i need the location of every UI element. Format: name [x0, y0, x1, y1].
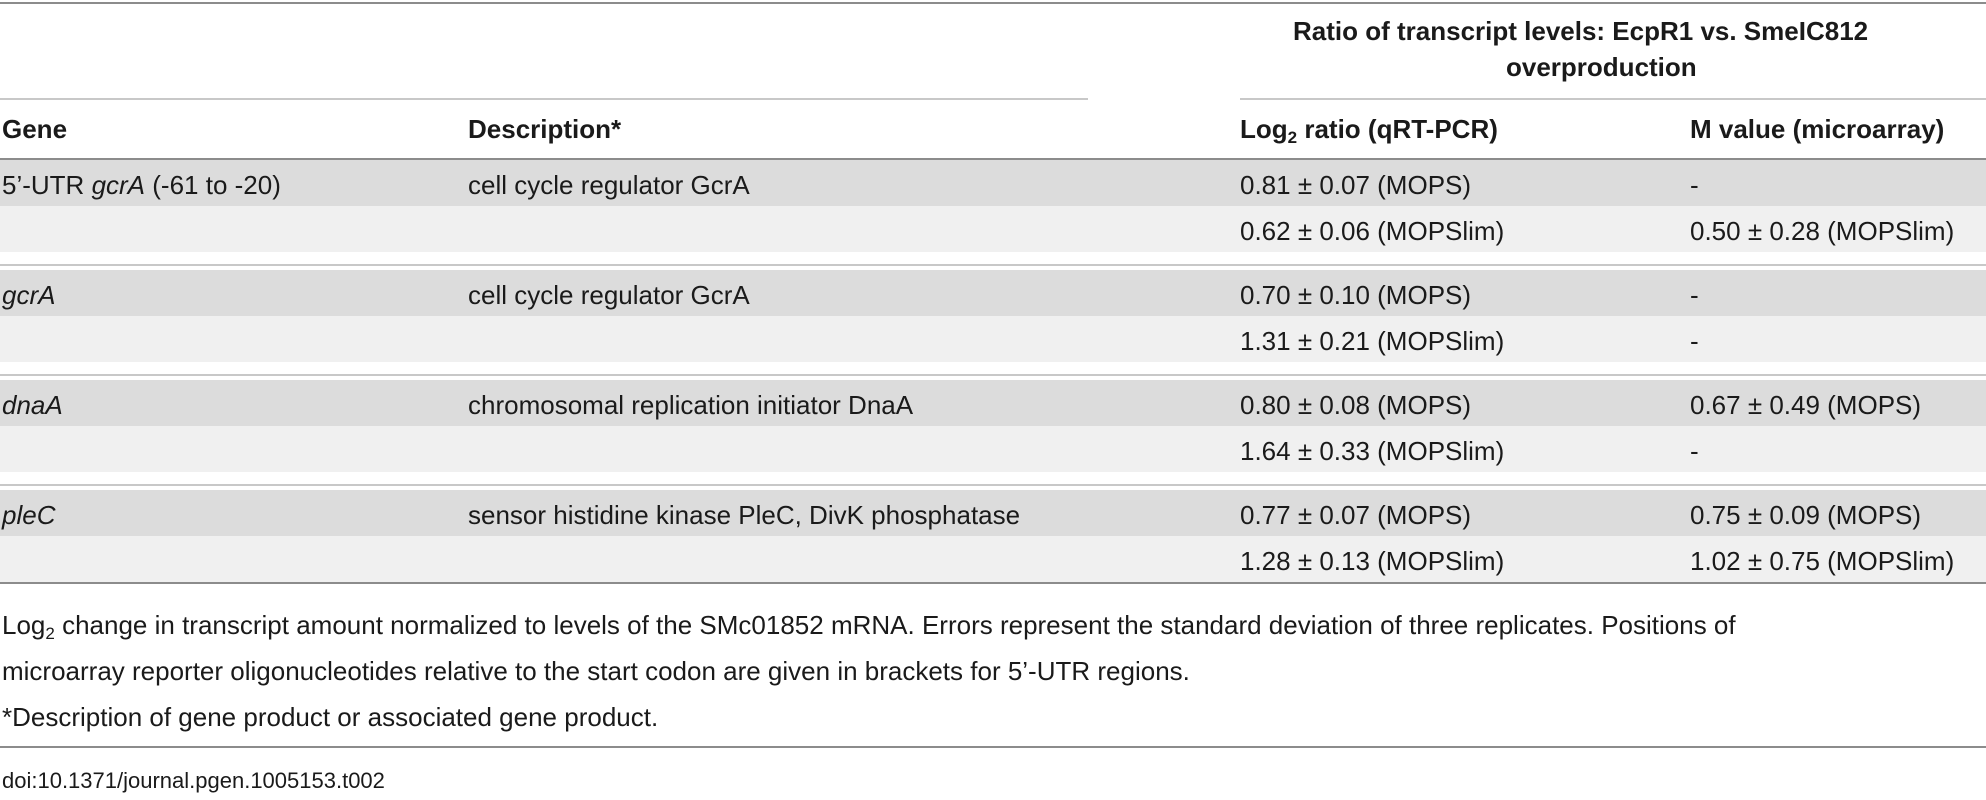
header-rule	[0, 158, 1986, 160]
group-separator-1	[0, 264, 1986, 266]
group-rule-right	[1240, 98, 1986, 100]
band-row-8	[0, 536, 1986, 582]
col-header-description-mark: *	[611, 114, 622, 144]
gene-name: gcrA	[2, 280, 56, 310]
doi-link[interactable]: doi:10.1371/journal.pgen.1005153.t002	[2, 768, 385, 793]
footnote-line-1-text: change in transcript amount normalized t…	[54, 610, 1736, 640]
band-row-4	[0, 316, 1986, 362]
microarray-value: -	[1690, 436, 1699, 466]
description-cell: sensor histidine kinase PleC, DivK phosp…	[468, 500, 1021, 530]
footer-rule	[0, 746, 1986, 748]
gene-name: dnaA	[2, 390, 63, 420]
band-row-3	[0, 270, 1986, 316]
footnote-log-sub: 2	[45, 624, 55, 643]
group-rule-left	[0, 98, 1088, 100]
microarray-value: 0.50 ± 0.28 (MOPSlim)	[1690, 216, 1955, 246]
group-separator-2	[0, 374, 1986, 376]
microarray-value: 0.75 ± 0.09 (MOPS)	[1690, 500, 1922, 530]
microarray-value: -	[1690, 280, 1699, 310]
band-row-7	[0, 490, 1986, 536]
col-header-description-text: Description	[468, 114, 612, 144]
description-cell: cell cycle regulator GcrA	[468, 170, 750, 200]
qrt-value: 1.64 ± 0.33 (MOPSlim)	[1240, 436, 1505, 466]
col-header-qrt-suffix: ratio (qRT-PCR)	[1297, 114, 1498, 144]
group-title-line2: overproduction	[1506, 52, 1697, 82]
gene-name: gcrA	[91, 170, 146, 200]
gene-cell: pleC	[2, 500, 55, 530]
col-header-qrt: Log2 ratio (qRT-PCR)	[1240, 114, 1498, 147]
band-row-5	[0, 380, 1986, 426]
footnote-line-2: microarray reporter oligonucleotides rel…	[2, 656, 1190, 686]
qrt-value: 0.80 ± 0.08 (MOPS)	[1240, 390, 1472, 420]
microarray-value: 0.67 ± 0.49 (MOPS)	[1690, 390, 1922, 420]
col-header-qrt-sub: 2	[1287, 128, 1298, 147]
description-cell: chromosomal replication initiator DnaA	[468, 390, 914, 420]
footnote-line-1: Log2 change in transcript amount normali…	[2, 610, 1736, 643]
qrt-value: 0.77 ± 0.07 (MOPS)	[1240, 500, 1472, 530]
footnote-log-prefix: Log	[2, 610, 46, 640]
col-header-qrt-prefix: Log	[1240, 114, 1288, 144]
microarray-value: 1.02 ± 0.75 (MOPSlim)	[1690, 546, 1955, 576]
gene-cell: 5’-UTR gcrA (-61 to -20)	[2, 170, 281, 200]
top-rule	[0, 2, 1986, 4]
band-row-1	[0, 160, 1986, 206]
qrt-value: 0.81 ± 0.07 (MOPS)	[1240, 170, 1472, 200]
col-header-gene: Gene	[2, 114, 68, 144]
gene-name: pleC	[2, 500, 56, 530]
footnote-line-3: *Description of gene product or associat…	[2, 702, 659, 732]
gene-cell: gcrA	[2, 280, 55, 310]
qrt-value: 0.70 ± 0.10 (MOPS)	[1240, 280, 1472, 310]
band-row-6	[0, 426, 1986, 472]
qrt-value: 0.62 ± 0.06 (MOPSlim)	[1240, 216, 1505, 246]
group-separator-3	[0, 484, 1986, 486]
table-bottom-rule	[0, 582, 1986, 584]
qrt-value: 1.28 ± 0.13 (MOPSlim)	[1240, 546, 1505, 576]
description-cell: cell cycle regulator GcrA	[468, 280, 750, 310]
col-header-description: Description*	[468, 114, 621, 144]
group-title-line1: Ratio of transcript levels: EcpR1 vs. Sm…	[1293, 16, 1869, 46]
band-row-2	[0, 206, 1986, 252]
microarray-value: -	[1690, 326, 1699, 356]
qrt-value: 1.31 ± 0.21 (MOPSlim)	[1240, 326, 1505, 356]
col-header-microarray: M value (microarray)	[1690, 114, 1945, 144]
gene-cell: dnaA	[2, 390, 63, 420]
gene-prefix: 5’-UTR	[2, 170, 92, 200]
gene-suffix: (-61 to -20)	[145, 170, 281, 200]
microarray-value: -	[1690, 170, 1699, 200]
